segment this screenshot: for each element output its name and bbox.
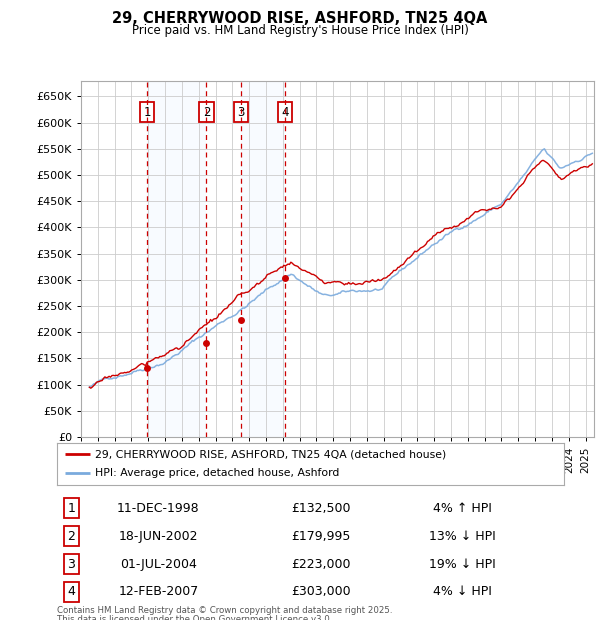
Text: £303,000: £303,000: [291, 585, 350, 598]
Text: 1: 1: [143, 105, 151, 118]
Text: 19% ↓ HPI: 19% ↓ HPI: [429, 557, 496, 570]
Text: 2: 2: [67, 529, 75, 542]
Text: HPI: Average price, detached house, Ashford: HPI: Average price, detached house, Ashf…: [95, 469, 340, 479]
Text: 2: 2: [203, 105, 210, 118]
Bar: [147, 81, 206, 437]
Text: 3: 3: [237, 105, 244, 118]
Text: 01-JUL-2004: 01-JUL-2004: [120, 557, 197, 570]
Text: £223,000: £223,000: [291, 557, 350, 570]
Text: Contains HM Land Registry data © Crown copyright and database right 2025.: Contains HM Land Registry data © Crown c…: [57, 606, 392, 616]
Text: 4% ↑ HPI: 4% ↑ HPI: [433, 502, 492, 515]
Text: £132,500: £132,500: [291, 502, 350, 515]
Text: 29, CHERRYWOOD RISE, ASHFORD, TN25 4QA (detached house): 29, CHERRYWOOD RISE, ASHFORD, TN25 4QA (…: [95, 449, 446, 459]
Text: 3: 3: [67, 557, 75, 570]
Text: 11-DEC-1998: 11-DEC-1998: [117, 502, 200, 515]
Text: 4: 4: [67, 585, 75, 598]
Text: 12-FEB-2007: 12-FEB-2007: [118, 585, 199, 598]
Text: 29, CHERRYWOOD RISE, ASHFORD, TN25 4QA: 29, CHERRYWOOD RISE, ASHFORD, TN25 4QA: [112, 11, 488, 25]
Text: Price paid vs. HM Land Registry's House Price Index (HPI): Price paid vs. HM Land Registry's House …: [131, 24, 469, 37]
Text: 13% ↓ HPI: 13% ↓ HPI: [429, 529, 496, 542]
Text: 1: 1: [67, 502, 75, 515]
Text: 4% ↓ HPI: 4% ↓ HPI: [433, 585, 492, 598]
Text: 18-JUN-2002: 18-JUN-2002: [119, 529, 198, 542]
Text: £179,995: £179,995: [291, 529, 350, 542]
Text: This data is licensed under the Open Government Licence v3.0.: This data is licensed under the Open Gov…: [57, 615, 332, 620]
Bar: [241, 81, 285, 437]
Text: 4: 4: [281, 105, 289, 118]
